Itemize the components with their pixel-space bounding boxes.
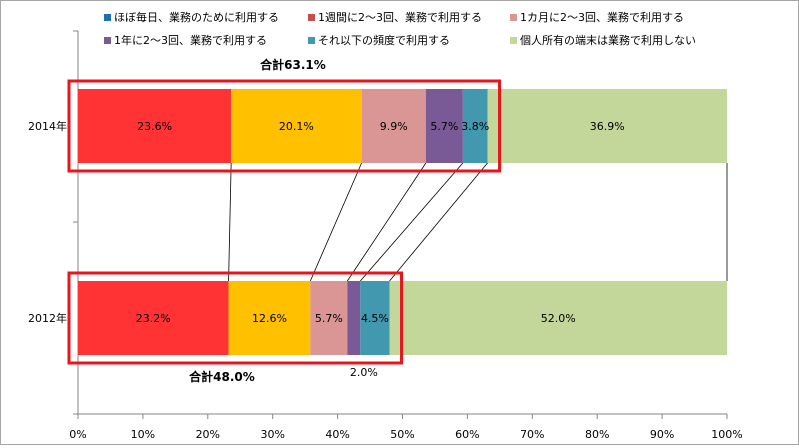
bar-2014年-series-1 (78, 89, 232, 163)
bar-2012年-series-2 (228, 281, 311, 355)
x-tick-label-10%: 10% (131, 428, 155, 441)
x-tick-label-80%: 80% (585, 428, 609, 441)
connector-line-5 (389, 162, 488, 282)
x-axis: 0% 10% 20% 30% 40% 50% 60% 70% 80% 90% 100% 2014年 20… (28, 30, 743, 441)
annotations: 合計63.1% 合計48.0% (67, 57, 502, 384)
bars (78, 89, 727, 355)
legend-label-6: 個人所有の端末は業務で利用しない (520, 33, 696, 47)
bar-2012年-series-3 (310, 281, 348, 355)
legend-swatch-5 (308, 37, 315, 44)
x-tick-label-60%: 60% (455, 428, 479, 441)
category-label-2014年: 2014年 (28, 119, 67, 133)
x-tick-label-100%: 100% (711, 428, 742, 441)
legend-label-4: 1年に2～3回、業務で利用する (114, 33, 267, 47)
data-label-2012年-series-2: 12.6% (252, 312, 287, 325)
data-label-2014年-series-5: 3.8% (461, 120, 489, 133)
legend-label-1: ほぼ毎日、業務のために利用する (114, 10, 279, 24)
legend-swatch-4 (104, 37, 111, 44)
bar-2012年-series-1 (78, 281, 229, 355)
legend-swatch-2 (308, 14, 315, 21)
bar-2012年-series-5 (360, 281, 390, 355)
x-tick-label-70%: 70% (520, 428, 544, 441)
highlight-box-2012年 (67, 271, 404, 365)
legend: ほぼ毎日、業務のために利用する 1週間に2～3回、業務で利用する 1カ月に2～3回、… (104, 10, 696, 47)
legend-label-5: それ以下の頻度で利用する (318, 33, 450, 47)
bar-2014年-series-5 (462, 89, 488, 163)
legend-swatch-6 (510, 37, 517, 44)
x-tick-label-50%: 50% (390, 428, 414, 441)
legend-swatch-1 (104, 14, 111, 21)
connector-line-3 (347, 162, 427, 282)
bar-2014年-series-3 (361, 89, 426, 163)
data-label-2014年-series-1: 23.6% (137, 120, 172, 133)
connector-lines (228, 162, 728, 282)
connector-line-4 (360, 162, 464, 282)
category-label-2012年: 2012年 (28, 311, 67, 325)
bar-2014年-series-6 (487, 89, 727, 163)
x-tick-label-20%: 20% (196, 428, 220, 441)
data-label-2012年-series-1: 23.2% (136, 312, 171, 325)
total-annotation-2012年: 合計48.0% (189, 369, 255, 384)
data-label-2012年-series-3: 5.7% (315, 312, 343, 325)
x-tick-label-30%: 30% (260, 428, 284, 441)
data-label-2014年-series-6: 36.9% (590, 120, 625, 133)
bar-2012年-series-4 (347, 281, 361, 355)
connector-line-2 (309, 162, 362, 282)
data-label-2012年-series-4: 2.0% (350, 366, 378, 379)
data-labels: 23.6% 20.1% 9.9% 5.7% 3.8% 36.9%23.2% 12.6% 5.7… (136, 120, 625, 379)
x-tick-label-0%: 0% (69, 428, 86, 441)
data-label-2014年-series-3: 9.9% (380, 120, 408, 133)
bar-2014年-series-2 (231, 89, 362, 163)
legend-swatch-3 (510, 14, 517, 21)
connector-line-1 (228, 162, 232, 282)
bar-2012年-series-6 (389, 281, 727, 355)
total-annotation-2014年: 合計63.1% (260, 57, 326, 72)
data-label-2012年-series-5: 4.5% (361, 312, 389, 325)
data-label-2012年-series-6: 52.0% (541, 312, 576, 325)
bar-2014年-series-4 (425, 89, 463, 163)
x-tick-label-40%: 40% (325, 428, 349, 441)
x-tick-label-90%: 90% (650, 428, 674, 441)
data-label-2014年-series-2: 20.1% (279, 120, 314, 133)
data-label-2014年-series-4: 5.7% (430, 120, 458, 133)
highlight-box-2014年 (67, 79, 502, 173)
legend-label-2: 1週間に2～3回、業務で利用する (318, 10, 482, 24)
legend-label-3: 1カ月に2～3回、業務で利用する (520, 10, 684, 24)
